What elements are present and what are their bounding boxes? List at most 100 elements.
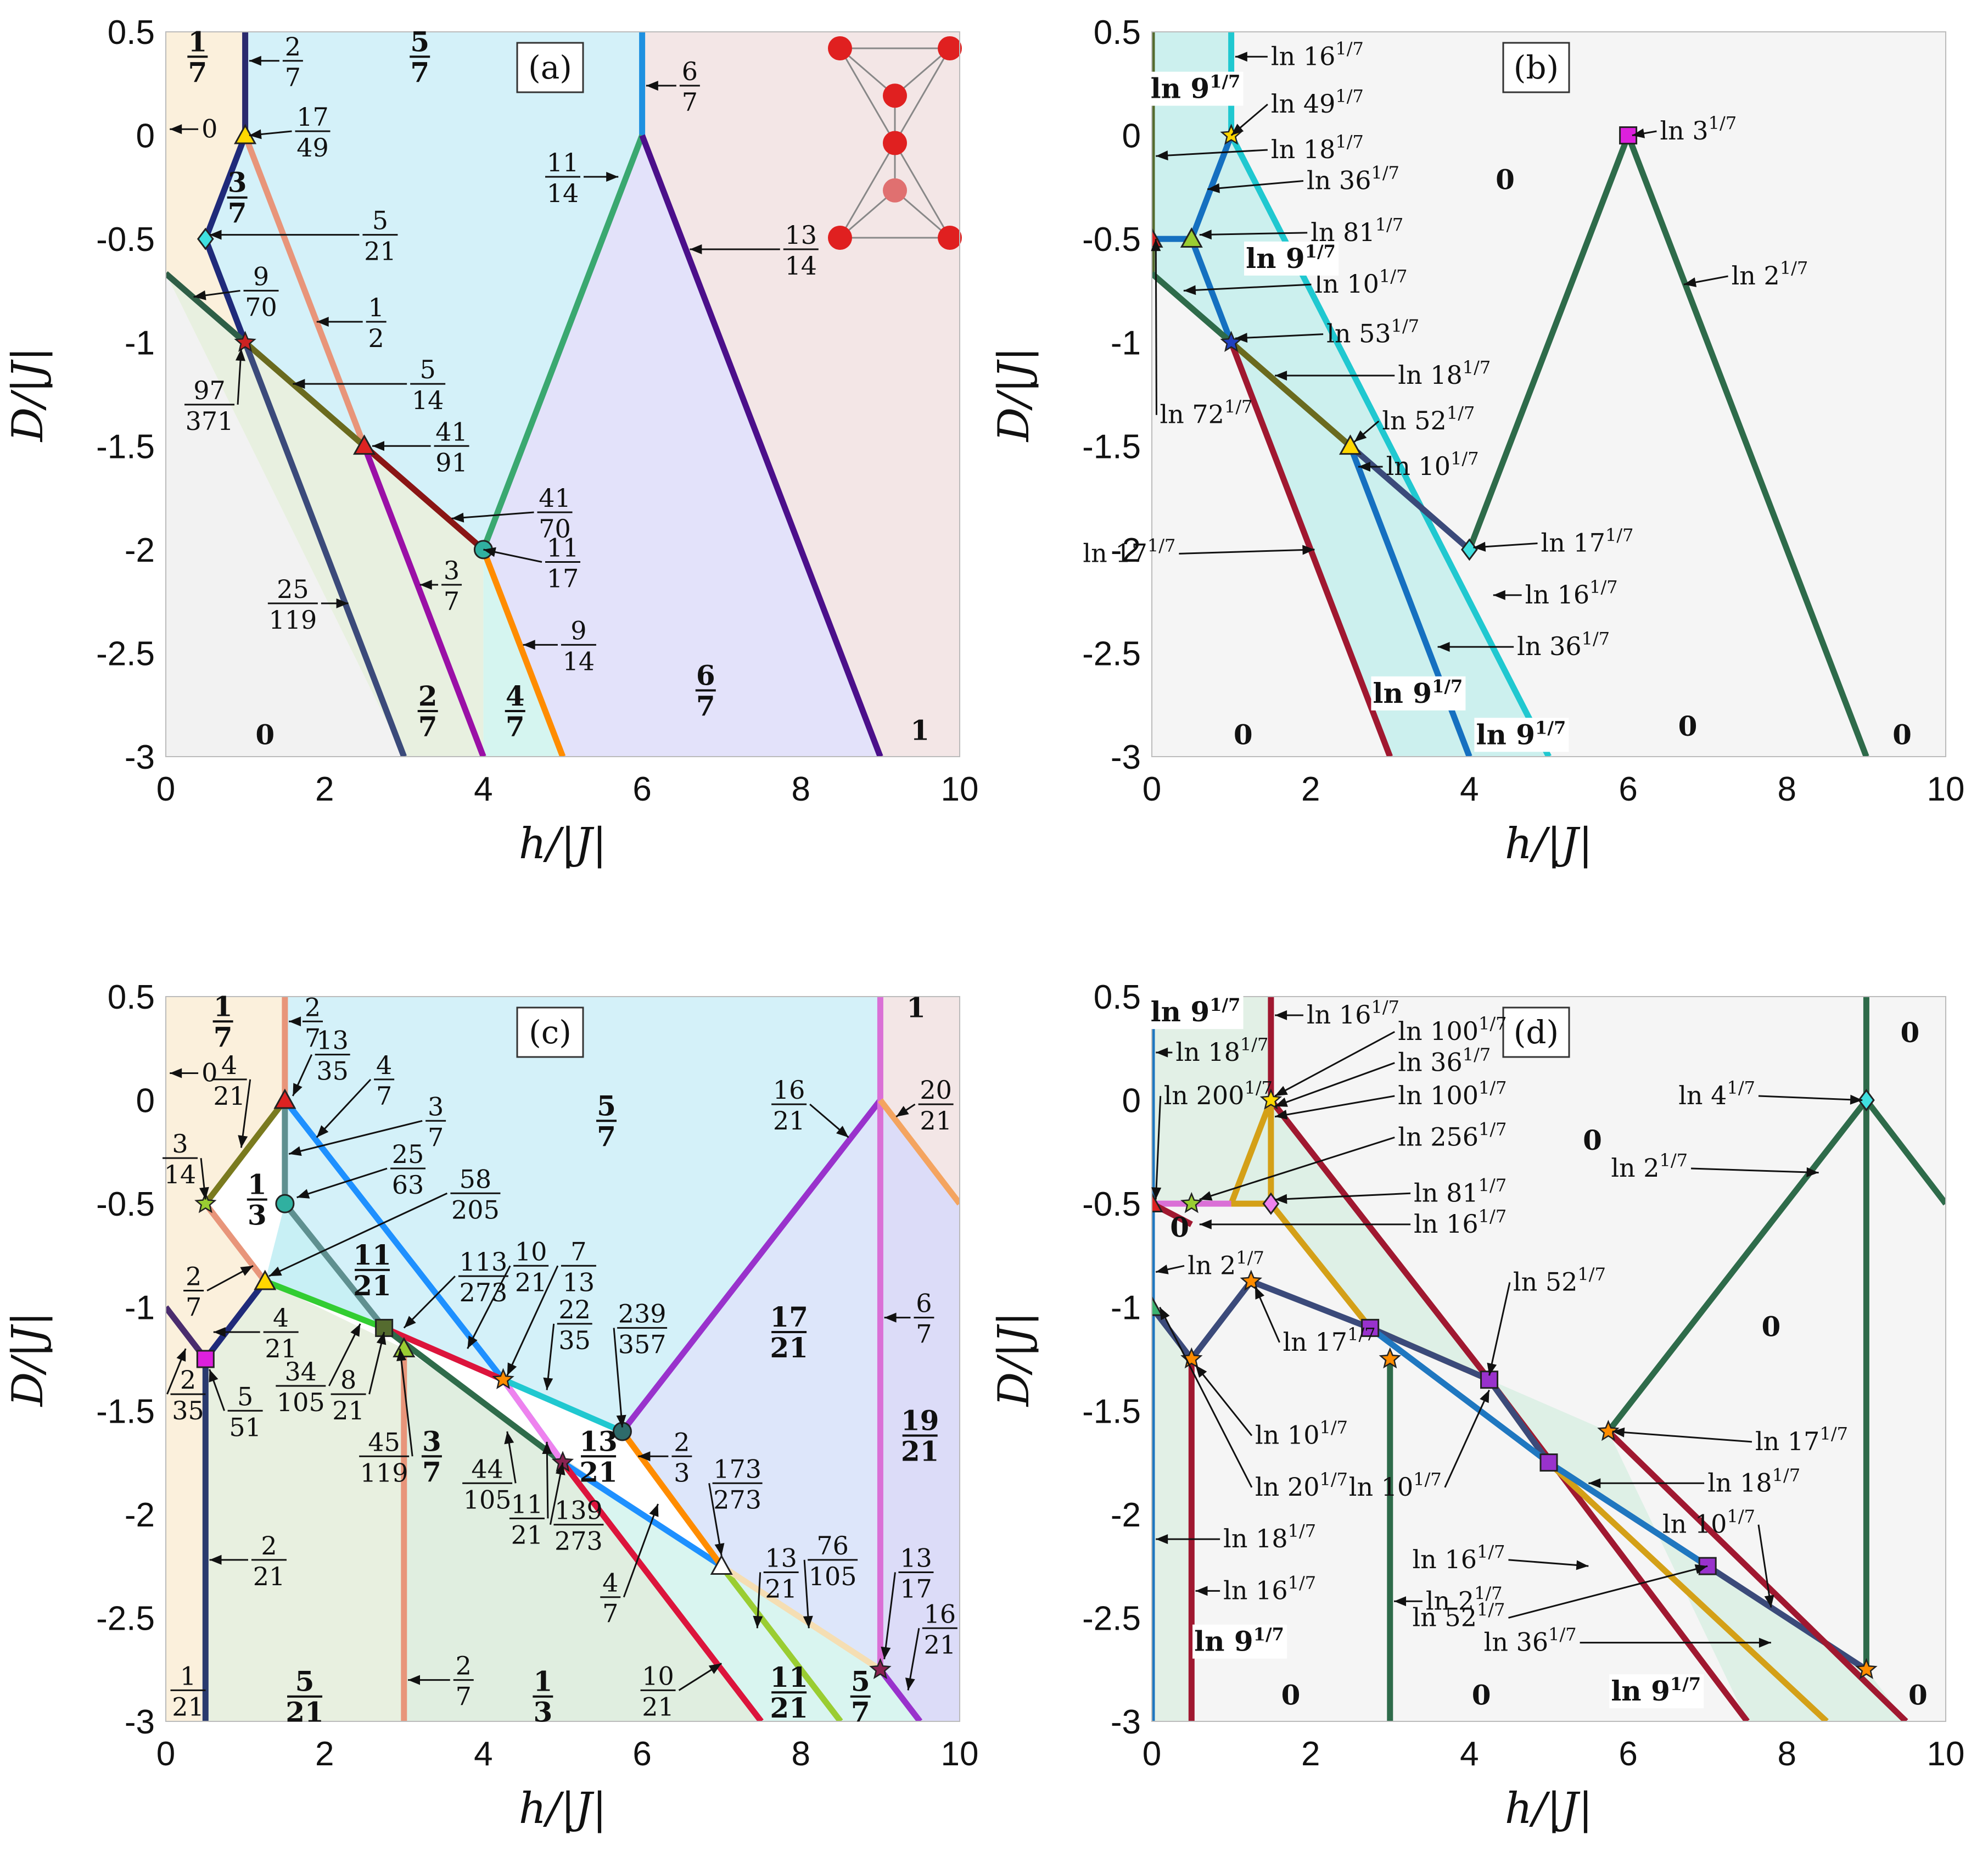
annotation-6-label-numerator: 3 [428, 1092, 444, 1121]
triple-point-marker-14 [1858, 1089, 1875, 1112]
annotation-8-arrow [316, 317, 363, 327]
annotation-6-arrow [1758, 1094, 1863, 1105]
annotation-0: 27 [249, 32, 303, 92]
y-tick-label: 0.5 [1094, 978, 1141, 1016]
phase-region-6 [166, 273, 404, 757]
y-tick-label: -2 [125, 532, 155, 569]
x-axis-label: h/|J| [519, 819, 607, 869]
annotation-28-label-denominator: 273 [713, 1485, 761, 1514]
annotation-8-label-denominator: 205 [451, 1195, 500, 1224]
annotation-1-label-denominator: 49 [296, 133, 329, 163]
annotation-9-arrow [1275, 1192, 1411, 1204]
annotation-16-label-text: ln 101/7 [1349, 1469, 1442, 1502]
region-label-0-background [1149, 995, 1244, 1030]
annotation-2-arrow [1156, 149, 1268, 161]
phase-region-3 [880, 1100, 960, 1721]
y-tick-label: 0 [136, 1082, 155, 1120]
annotation-3-arrow [1274, 1062, 1395, 1108]
y-tick-label: -3 [125, 1703, 155, 1741]
annotation-16: 914 [523, 616, 596, 676]
x-axis-label: h/|J| [519, 1784, 607, 1833]
annotation-10-arrow [293, 379, 407, 389]
region-label-2-background [1371, 676, 1466, 711]
region-label-2: ln 91/7 [1371, 676, 1466, 711]
x-tick-label: 10 [941, 770, 979, 808]
annotation-0-label: 27 [282, 32, 303, 92]
annotation-15: 713 [506, 1237, 596, 1376]
triple-point-marker-10 [1539, 1453, 1558, 1472]
annotation-15-arrow [1493, 590, 1522, 600]
annotation-23-label-denominator: 7 [916, 1319, 932, 1349]
annotation-23-arrow [1394, 1596, 1423, 1607]
annotation-23-label-text: ln 21/7 [1426, 1582, 1503, 1615]
annotation-37: 27 [408, 1651, 474, 1711]
annotation-17-arrow [1612, 1427, 1752, 1443]
region-label-6: 0 [255, 718, 275, 751]
annotation-5-arrow [199, 1158, 209, 1200]
region-label-2-background [1609, 1674, 1704, 1709]
annotation-6-label-denominator: 21 [364, 237, 396, 266]
annotation-33-arrow [905, 1628, 920, 1691]
annotation-15-label-denominator: 7 [444, 586, 460, 616]
y-tick-label: 0 [1122, 118, 1141, 155]
annotation-10: 514 [293, 355, 446, 415]
annotation-1-arrow [1156, 1047, 1173, 1058]
annotation-3-label-numerator: 6 [682, 57, 698, 86]
annotation-12-label-denominator: 51 [229, 1412, 261, 1442]
x-tick-label: 4 [1460, 1735, 1479, 1773]
y-tick-label: -2 [1111, 1496, 1141, 1534]
annotation-8-label-exponent: 1/7 [1391, 316, 1420, 337]
y-tick-label: -1 [125, 1289, 155, 1327]
annotation-4-arrow [316, 1078, 372, 1138]
annotation-8: 12 [316, 293, 387, 353]
annotation-20-arrow [613, 1328, 626, 1428]
x-tick-label: 6 [1619, 1735, 1637, 1773]
triple-point-marker-6 [196, 1350, 215, 1368]
annotation-5-label-denominator: 14 [164, 1160, 197, 1189]
inset-bond-11 [894, 142, 951, 238]
annotation-6-label-numerator: 5 [372, 206, 388, 236]
annotation-2-arrow [170, 124, 199, 135]
annotation-13-arrow [1473, 541, 1538, 552]
annotation-9-label-denominator: 371 [186, 406, 234, 436]
annotation-11-arrow [166, 1348, 187, 1395]
annotation-12-arrow [1358, 462, 1383, 472]
annotation-0-arrow [1235, 52, 1268, 62]
region-label-0: 17 [187, 25, 208, 88]
x-tick-label: 0 [1143, 1735, 1161, 1773]
y-tick-label: 0.5 [108, 14, 155, 52]
y-tick-label: -2 [125, 1496, 155, 1534]
y-axis-label: D/|J| [3, 1312, 53, 1408]
annotation-0: 27 [289, 992, 323, 1053]
annotation-9-label-numerator: 2 [186, 1262, 201, 1291]
x-tick-label: 10 [941, 1735, 979, 1773]
annotation-6-label-exponent: 1/7 [1727, 1077, 1755, 1098]
annotation-2-label-numerator: 13 [316, 1026, 349, 1055]
annotation-4-arrow [1151, 1095, 1162, 1200]
annotation-9-label-denominator: 7 [186, 1293, 201, 1322]
region-label-1-denominator: 7 [410, 56, 429, 88]
annotation-22-label-exponent: 1/7 [1288, 1572, 1317, 1593]
annotation-4-label-denominator: 14 [547, 178, 579, 208]
panel-label: (c) [516, 1006, 584, 1058]
region-label-1-exponent: 1/7 [1253, 1624, 1284, 1645]
region-label-3: 27 [417, 680, 438, 743]
annotation-24-arrow [1508, 1564, 1708, 1619]
region-label-0-numerator: 1 [214, 990, 233, 1022]
phase-boundary-8 [361, 445, 486, 757]
annotation-17-label-numerator: 8 [340, 1365, 356, 1395]
annotation-16-arrow [328, 1323, 361, 1386]
region-label-9-denominator: 3 [533, 1696, 552, 1729]
annotation-23-label-exponent: 1/7 [1474, 1582, 1503, 1603]
annotation-15-label: ln 161/7 [1525, 577, 1618, 609]
phase-boundary-20 [878, 1098, 960, 1206]
annotation-17-label-exponent: 1/7 [1819, 1423, 1848, 1444]
inset-site-6 [938, 226, 962, 250]
annotation-10-label: 421 [263, 1303, 299, 1363]
